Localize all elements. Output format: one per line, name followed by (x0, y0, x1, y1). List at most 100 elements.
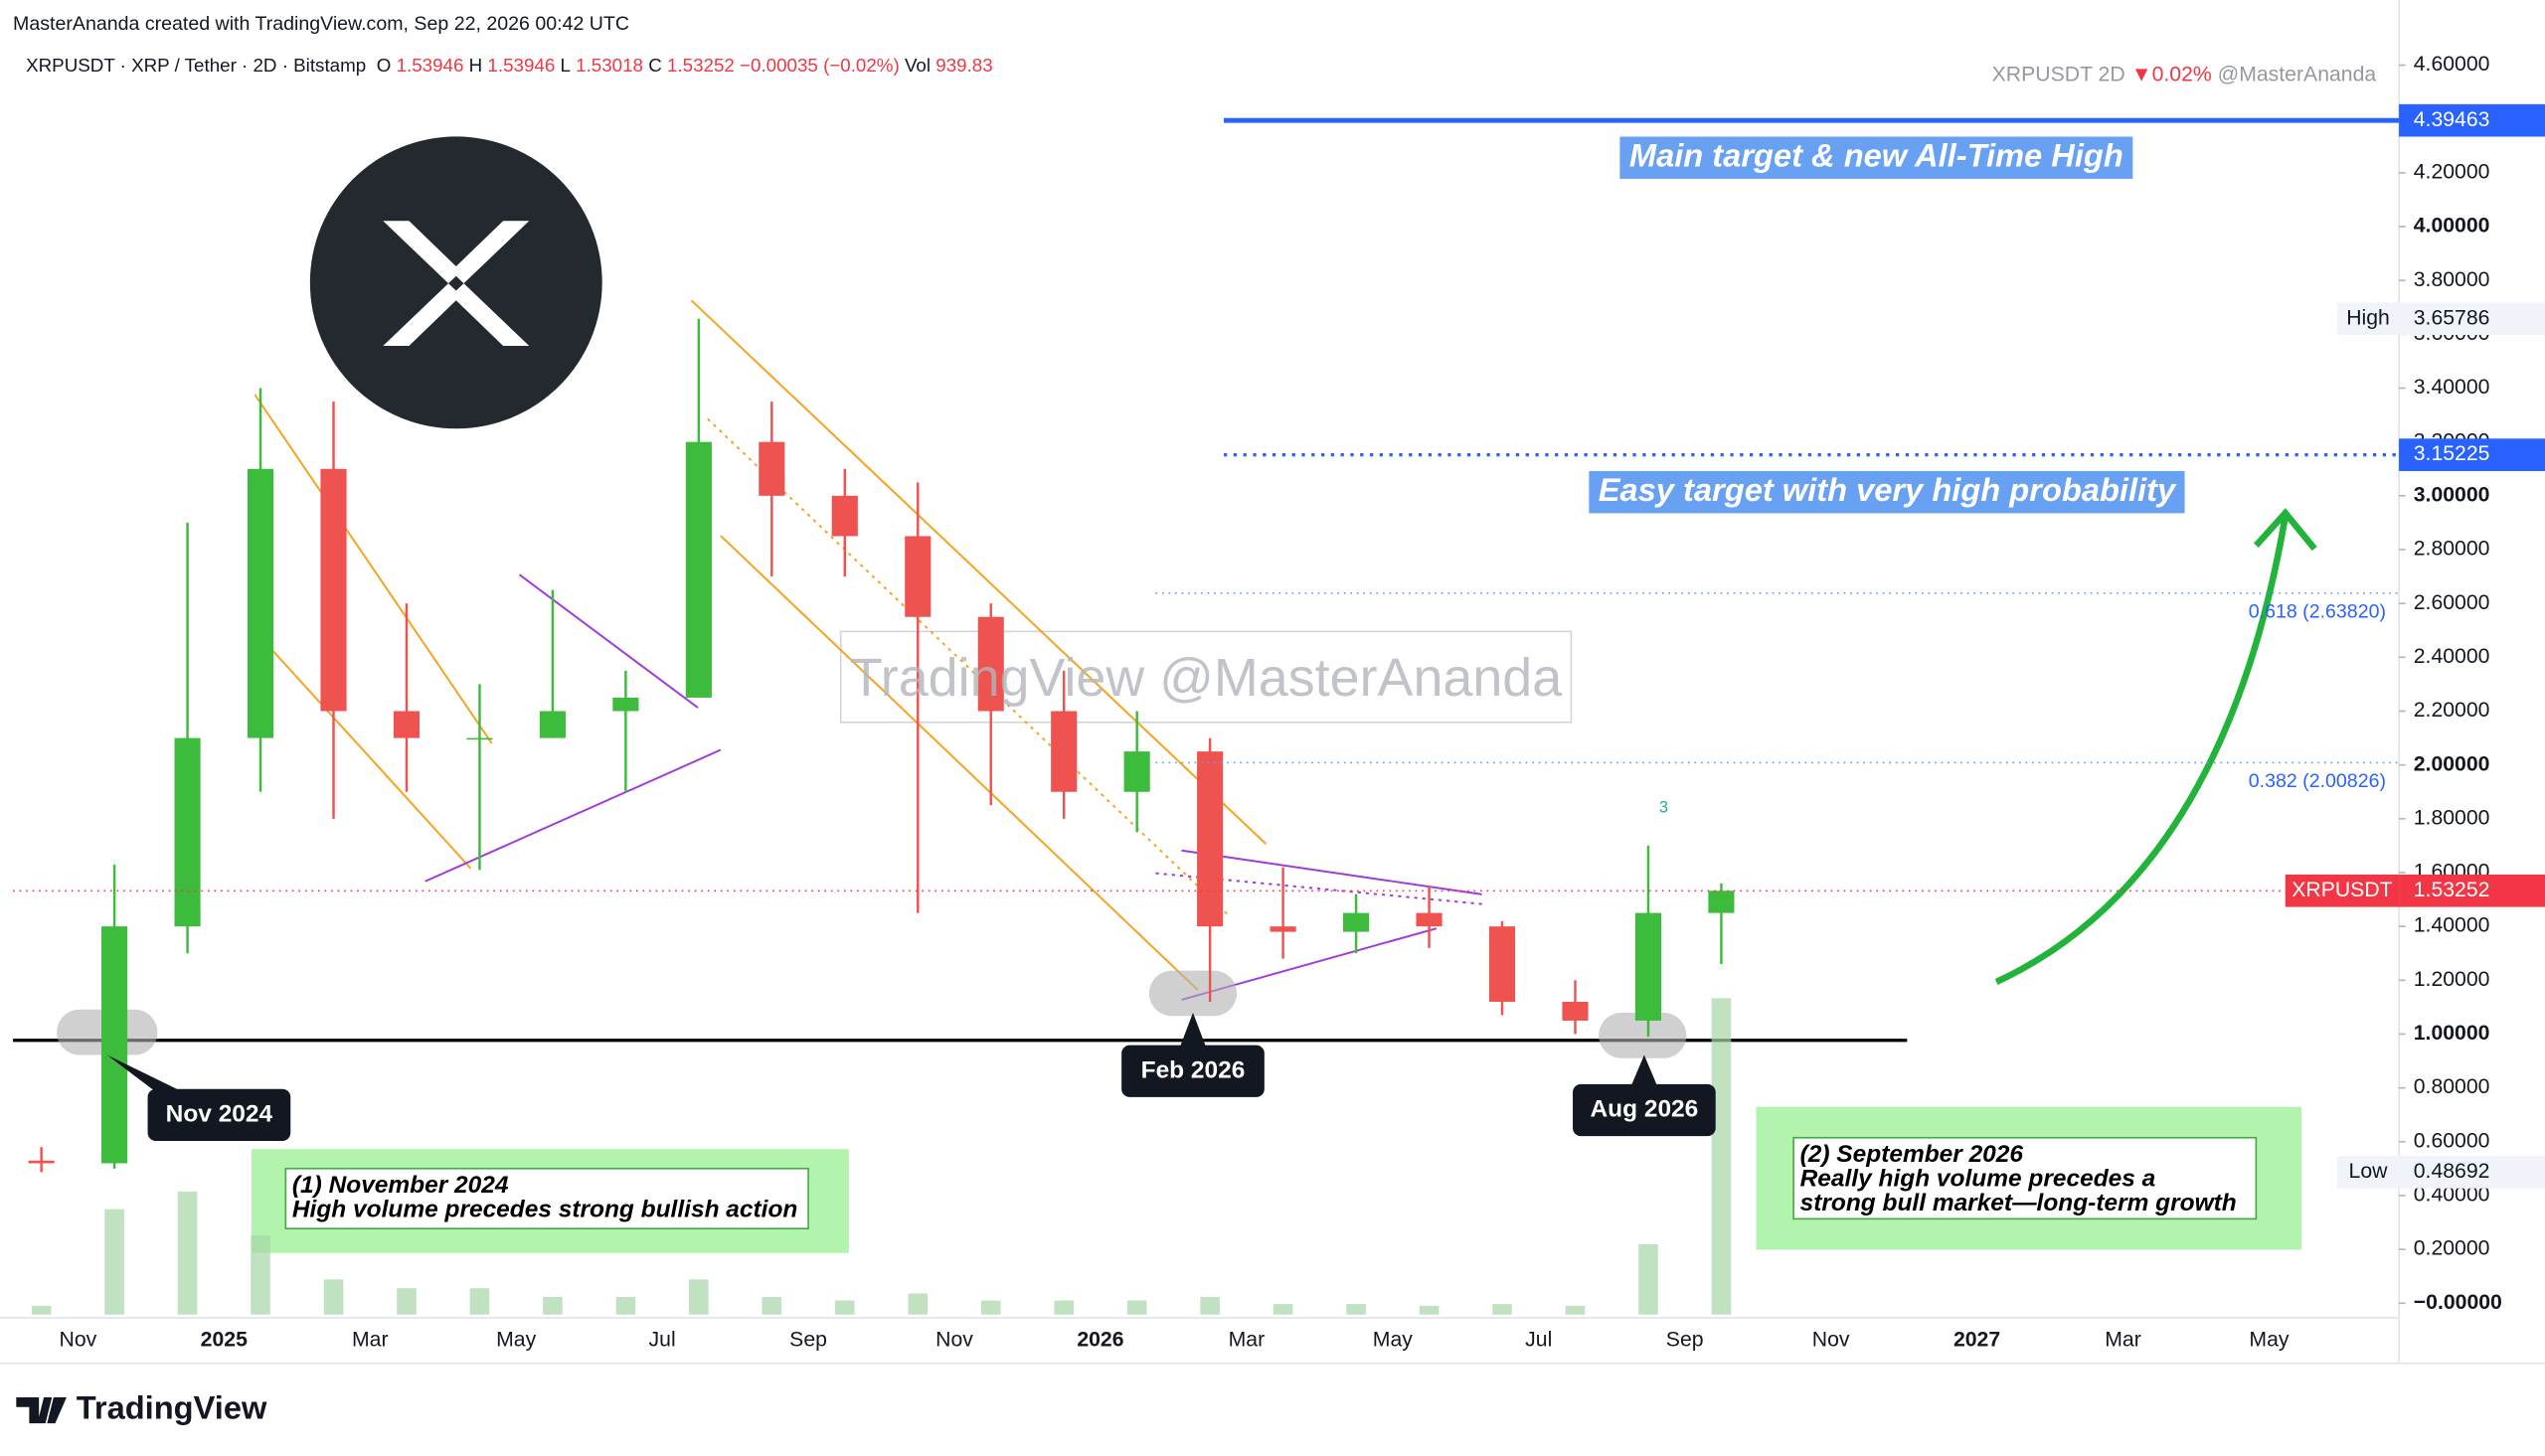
extreme-label: Low (2349, 1160, 2389, 1183)
volume-bar (251, 1235, 270, 1315)
callout-label: Nov 2024 (166, 1100, 273, 1127)
candle-body (320, 468, 347, 712)
y-tick-label: 2.80000 (2414, 538, 2490, 561)
candle-body (1416, 912, 1442, 927)
ohlc-value: 1.53946 (397, 55, 464, 76)
note-line: (2) September 2026 (1800, 1141, 2024, 1168)
candle-body (1123, 751, 1150, 792)
y-tick-label: 3.40000 (2414, 376, 2490, 399)
target-label-box (1619, 136, 2133, 179)
forecast-arrow (1994, 515, 2289, 985)
extreme-value: 3.65786 (2414, 306, 2490, 329)
ohlc-label: H (469, 55, 483, 76)
y-tick-label: 0.20000 (2414, 1237, 2490, 1260)
y-tick-label: −0.00000 (2414, 1291, 2502, 1314)
target-badge (2399, 103, 2545, 137)
candle-body (1270, 926, 1296, 932)
change: −0.00035 (−0.02%) (740, 55, 900, 76)
candle-body (977, 616, 1004, 712)
volume-bar (908, 1293, 929, 1315)
candle-body (1488, 926, 1516, 1002)
volume-bar (469, 1288, 490, 1315)
note-line: Really high volume precedes a (1800, 1166, 2156, 1193)
x-tick-label: 2025 (201, 1328, 248, 1351)
brand-name: TradingView (77, 1389, 267, 1426)
top-right-info: XRPUSDT 2D ▼0.02% @MasterAnanda (1992, 63, 2377, 85)
x-tick-label: Jul (1525, 1328, 1552, 1351)
watermark-box (839, 630, 1573, 724)
ohlc: O 1.53946 H 1.53946 L 1.53018 C 1.53252 … (377, 55, 993, 76)
callout-pointer (1179, 1013, 1207, 1048)
candle-body (1634, 912, 1662, 1021)
volume-bar (1638, 1243, 1658, 1315)
volume-bar (397, 1288, 417, 1315)
x-tick-label: Sep (1666, 1328, 1704, 1351)
y-tick-label: 0.60000 (2414, 1129, 2490, 1152)
volume-bar (1054, 1300, 1074, 1315)
channels (254, 299, 1482, 1001)
candle-body (831, 495, 858, 537)
y-tick-label: 4.00000 (2414, 215, 2490, 238)
wave-label: 3 (1659, 799, 1668, 817)
fib-label: 0.618 (2.63820) (2249, 601, 2386, 623)
x-tick-label: Nov (935, 1328, 973, 1351)
volume-bar (1272, 1304, 1293, 1315)
volume-bar (104, 1209, 124, 1315)
candle-body (685, 441, 712, 698)
top-author: @MasterAnanda (2218, 63, 2377, 85)
y-tick-label: 1.00000 (2414, 1022, 2490, 1045)
x-tick-label: Mar (1229, 1328, 1266, 1351)
last-price-name: XRPUSDT (2291, 879, 2392, 901)
note-box (1792, 1136, 2258, 1220)
target-badge-value: 4.39463 (2414, 108, 2490, 131)
target-label-box (1589, 470, 2185, 514)
top-change: ▼0.02% (2131, 63, 2212, 85)
y-tick-label: 3.80000 (2414, 268, 2490, 291)
candle-body (174, 737, 201, 927)
extreme-label-box (2337, 1156, 2400, 1189)
y-tick-label: 1.20000 (2414, 968, 2490, 991)
ohlc-label: O (377, 55, 392, 76)
candle-body (1051, 711, 1078, 792)
ohlc-label: L (561, 55, 571, 76)
note-box (284, 1167, 809, 1229)
volume-bar (1565, 1305, 1586, 1315)
volume-bar (1711, 998, 1732, 1315)
last-price-value: 1.53252 (2414, 879, 2490, 901)
volume-bar (1126, 1300, 1147, 1315)
volume-bar (177, 1191, 198, 1315)
candle-body (28, 1160, 55, 1164)
y-tick-label: 2.60000 (2414, 591, 2490, 614)
candle-body (466, 737, 493, 740)
candle-body (759, 441, 785, 496)
callout-label: Aug 2026 (1590, 1095, 1698, 1122)
candle-body (101, 926, 128, 1164)
xrp-logo (309, 136, 602, 429)
candle-body (612, 697, 639, 712)
callout-label: Feb 2026 (1141, 1056, 1246, 1083)
callout-box (1573, 1083, 1716, 1137)
target-badge-value: 3.15225 (2414, 442, 2490, 465)
x-tick-label: Jul (649, 1328, 676, 1351)
note-line: High volume precedes strong bullish acti… (292, 1197, 797, 1223)
y-tick-label: 4.20000 (2414, 160, 2490, 183)
y-tick-label: 2.40000 (2414, 645, 2490, 668)
candle-body (905, 536, 932, 617)
target-badge (2399, 438, 2545, 471)
fib-label: 0.382 (2.00826) (2249, 770, 2386, 792)
x-tick-label: Nov (60, 1328, 97, 1351)
y-tick-label: 4.60000 (2414, 53, 2490, 76)
callout-pointer (1630, 1054, 1657, 1086)
extreme-badge (2399, 1156, 2545, 1189)
candle-body (539, 711, 566, 738)
y-tick-label: 2.20000 (2414, 699, 2490, 722)
ohlc-value: 1.53018 (576, 55, 643, 76)
y-tick-label: 0.80000 (2414, 1075, 2490, 1098)
target-label: Main target & new All-Time High (1629, 136, 2123, 173)
extreme-badge (2399, 302, 2545, 336)
volume-value: 939.83 (935, 55, 992, 76)
y-tick-label: 3.00000 (2414, 483, 2490, 506)
volume-bar (31, 1305, 52, 1315)
